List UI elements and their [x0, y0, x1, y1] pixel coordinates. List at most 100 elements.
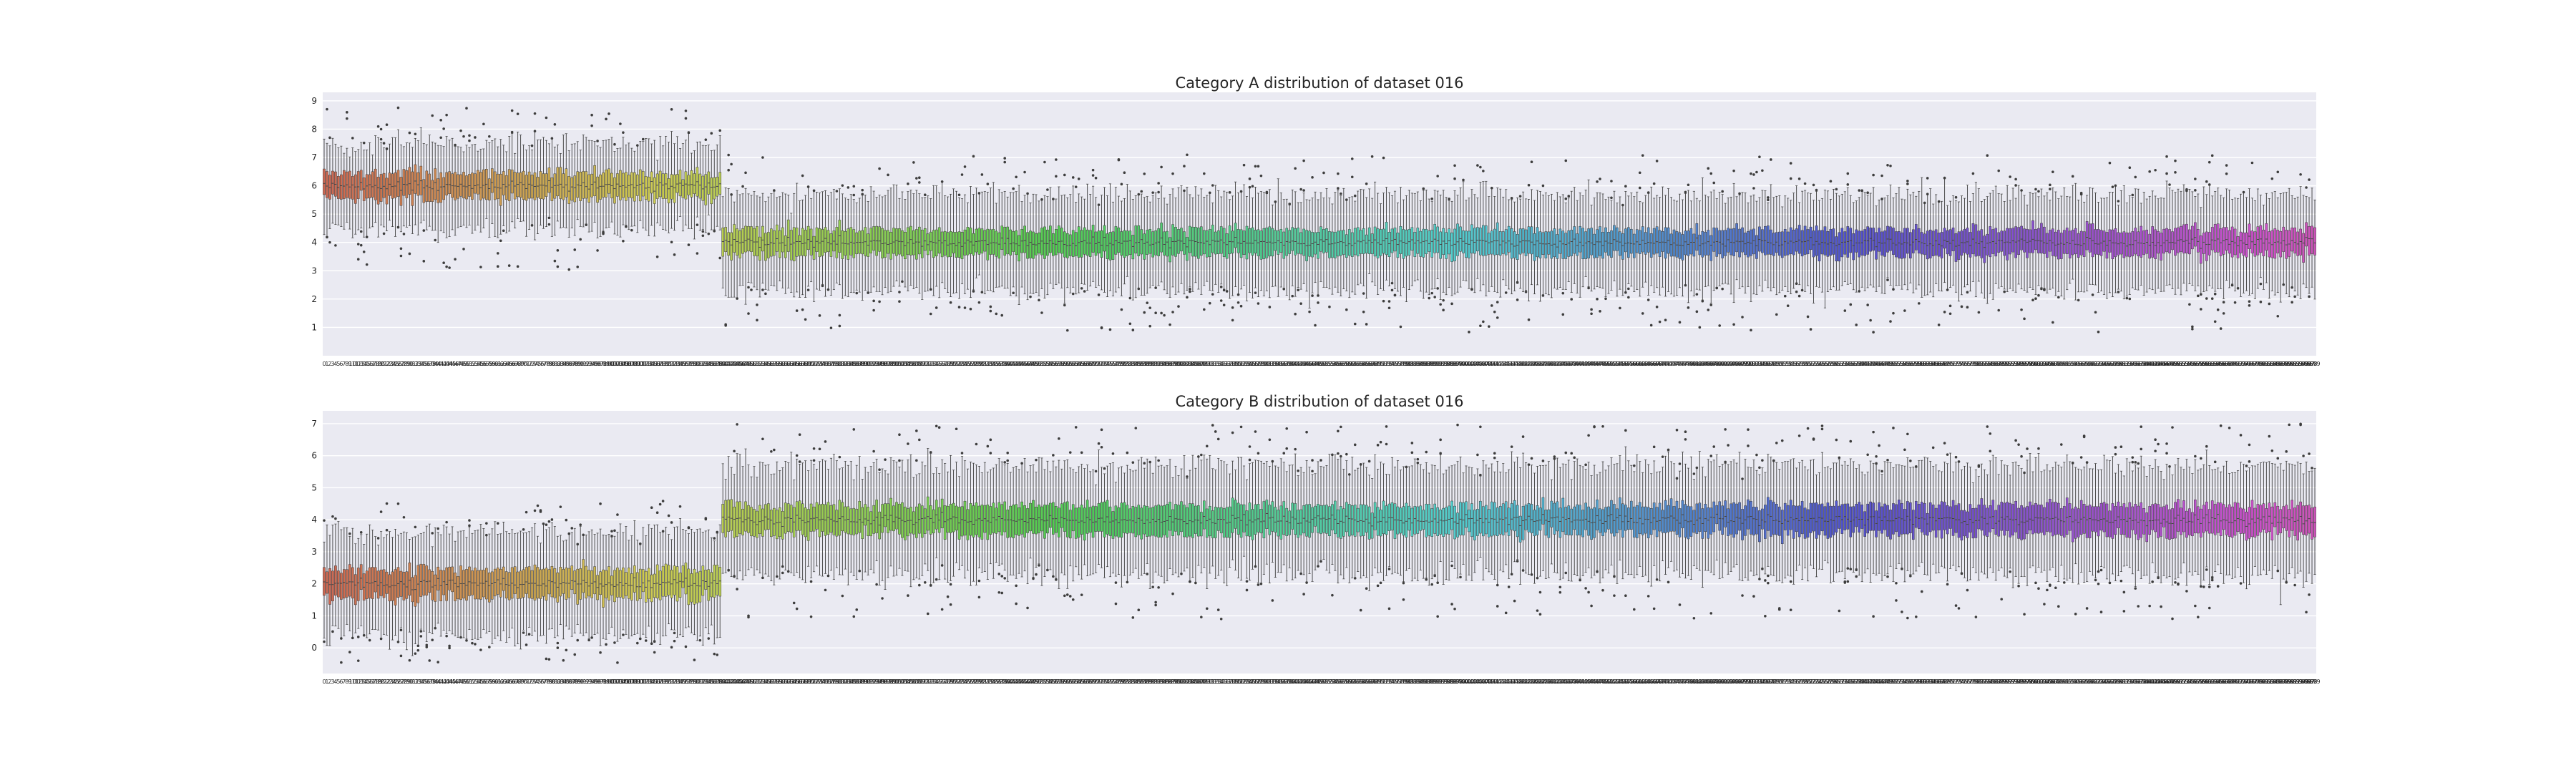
outlier — [1208, 301, 1211, 305]
outlier — [482, 122, 485, 126]
outlier — [516, 112, 519, 115]
outlier — [710, 132, 713, 135]
outlier — [1695, 293, 1699, 296]
outlier — [1065, 593, 1069, 596]
outlier — [328, 136, 331, 140]
outlier — [1684, 430, 1687, 434]
outlier — [1319, 560, 1322, 563]
outlier — [590, 124, 593, 127]
outlier — [1590, 604, 1593, 608]
outlier — [1410, 442, 1414, 444]
outlier — [1632, 464, 1636, 467]
outlier — [1305, 581, 1308, 584]
outlier — [1063, 303, 1066, 307]
box-344 — [1302, 159, 1305, 284]
outlier — [1097, 203, 1101, 206]
y-tick-label: 3 — [311, 266, 317, 276]
outlier — [2219, 424, 2223, 427]
outlier — [436, 527, 439, 530]
outlier — [812, 189, 816, 193]
outlier — [1599, 310, 1601, 313]
outlier — [1758, 155, 1761, 158]
outlier — [1257, 452, 1260, 455]
outlier — [1906, 432, 1909, 436]
outlier — [2236, 287, 2240, 290]
outlier — [1866, 453, 1869, 457]
box-147 — [741, 185, 744, 286]
outlier — [1169, 323, 1171, 326]
box-174 — [818, 193, 821, 317]
outlier — [1767, 196, 1770, 199]
outlier — [2094, 578, 2097, 582]
outlier — [1538, 590, 1542, 594]
outlier — [798, 460, 801, 463]
outlier — [812, 459, 816, 462]
outlier — [1724, 460, 1727, 464]
outlier — [1687, 183, 1690, 187]
box-120 — [664, 135, 668, 231]
outlier — [1353, 194, 1357, 198]
outlier — [1684, 283, 1687, 287]
outlier — [596, 249, 599, 252]
box-104 — [619, 122, 622, 238]
box-47 — [457, 146, 459, 228]
box-293 — [1157, 182, 1160, 286]
box-328 — [1257, 165, 1260, 305]
outlier — [1222, 288, 1226, 292]
outlier — [1402, 598, 1405, 601]
box-177 — [826, 195, 830, 291]
outlier — [2299, 422, 2302, 426]
outlier — [1068, 451, 1072, 454]
outlier — [1239, 425, 1243, 429]
outlier — [1846, 183, 1850, 186]
outlier — [2122, 590, 2126, 594]
outlier — [1812, 437, 1815, 440]
outlier — [1684, 190, 1687, 194]
outlier — [576, 638, 580, 642]
box-168 — [801, 174, 804, 311]
outlier — [1171, 172, 1174, 175]
outlier — [1148, 306, 1151, 309]
box-30 — [408, 131, 411, 256]
box-114 — [647, 138, 650, 236]
outlier — [516, 265, 519, 268]
outlier — [2165, 172, 2168, 175]
y-tick-label: 6 — [311, 451, 317, 461]
box-188 — [858, 198, 862, 293]
outlier — [2225, 164, 2228, 167]
box-63 — [502, 145, 505, 233]
outlier — [1453, 177, 1456, 180]
outlier — [1382, 156, 1385, 160]
outlier — [2097, 582, 2100, 585]
outlier — [2205, 180, 2208, 183]
outlier — [1317, 294, 1319, 297]
outlier — [1091, 174, 1095, 177]
outlier — [1137, 287, 1141, 291]
outlier — [1058, 437, 1060, 440]
outlier — [713, 537, 716, 540]
box-340 — [1291, 189, 1294, 298]
outlier — [667, 514, 670, 517]
box-112 — [641, 137, 645, 229]
outlier — [1601, 588, 1604, 592]
outlier — [1678, 462, 1682, 465]
box-320 — [1234, 181, 1237, 287]
outlier — [1439, 452, 1442, 455]
box-300 — [1177, 187, 1180, 308]
box-8 — [345, 111, 348, 223]
outlier — [747, 312, 750, 315]
outlier — [1410, 451, 1414, 454]
outlier — [1003, 157, 1007, 160]
box-113 — [644, 138, 648, 230]
outlier — [488, 646, 491, 648]
outlier — [855, 608, 859, 611]
outlier — [1282, 288, 1286, 291]
outlier — [2131, 193, 2135, 197]
outlier — [1504, 611, 1508, 615]
outlier — [2043, 288, 2046, 291]
outlier — [1340, 454, 1342, 458]
outlier — [565, 648, 568, 652]
outlier — [907, 594, 909, 597]
outlier — [587, 638, 590, 642]
outlier — [670, 646, 673, 649]
